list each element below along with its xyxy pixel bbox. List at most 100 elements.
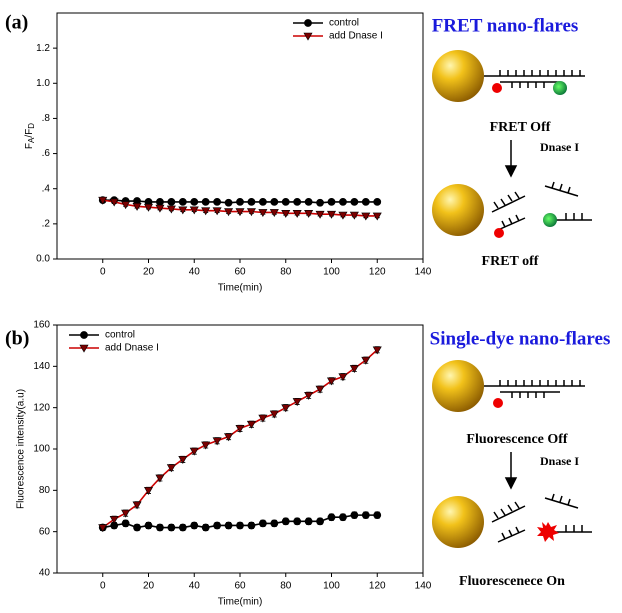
y-tick-label: 1.2: [36, 43, 50, 54]
marker: [339, 197, 347, 206]
marker: [189, 206, 199, 215]
x-tick-label: 40: [189, 267, 201, 278]
marker: [372, 212, 382, 221]
panel-label: (b): [5, 328, 29, 350]
x-tick-label: 140: [415, 581, 432, 592]
marker: [213, 521, 222, 530]
legend-label: add Dnase I: [105, 343, 159, 354]
x-tick-label: 100: [323, 581, 340, 592]
scheme-b: [432, 360, 592, 548]
marker: [236, 521, 244, 530]
marker: [178, 456, 188, 464]
x-tick-label: 0: [100, 581, 106, 592]
state-label: FRET Off: [490, 120, 551, 135]
y-axis-label: Fluorescence intensity(a.u): [16, 389, 27, 509]
x-tick-label: 60: [234, 267, 246, 278]
x-tick-label: 140: [415, 267, 432, 278]
marker: [167, 523, 176, 532]
enzyme-label: Dnase I: [540, 140, 579, 154]
marker: [269, 209, 279, 218]
x-axis-label: Time(min): [218, 597, 263, 608]
y-axis-label: FA/FD: [24, 123, 36, 149]
marker: [235, 425, 245, 433]
legend-label: add Dnase I: [329, 31, 383, 42]
legend-label: control: [329, 18, 359, 29]
y-tick-label: 0.0: [36, 254, 50, 265]
marker: [98, 196, 108, 205]
marker: [247, 197, 256, 206]
marker: [80, 331, 88, 339]
marker: [121, 509, 131, 518]
marker: [361, 212, 371, 221]
marker: [316, 517, 324, 526]
marker: [201, 441, 211, 450]
marker: [246, 420, 256, 429]
x-tick-label: 0: [100, 267, 106, 278]
scheme-title: FRET nano-flares: [432, 15, 579, 36]
y-tick-label: 40: [39, 568, 51, 579]
plot-frame: [56, 12, 424, 260]
y-tick-label: 140: [33, 361, 50, 372]
x-tick-label: 20: [143, 581, 155, 592]
y-tick-label: .2: [42, 218, 51, 229]
marker: [373, 511, 382, 520]
marker: [304, 391, 314, 400]
marker: [361, 197, 370, 206]
x-tick-label: 100: [323, 267, 340, 278]
marker: [258, 414, 268, 423]
enzyme-label: Dnase I: [540, 454, 579, 468]
marker: [372, 346, 382, 355]
marker: [350, 511, 359, 520]
marker: [327, 513, 336, 522]
x-tick-label: 120: [369, 581, 386, 592]
marker: [156, 197, 164, 206]
y-tick-label: .4: [42, 183, 51, 194]
scheme-a: [432, 50, 592, 238]
marker: [247, 521, 256, 530]
marker: [281, 404, 291, 413]
marker: [224, 521, 233, 530]
marker: [212, 207, 222, 216]
marker: [338, 211, 348, 220]
marker: [201, 523, 210, 532]
marker: [315, 385, 325, 394]
marker: [326, 377, 337, 386]
marker: [178, 523, 187, 532]
marker: [258, 209, 268, 218]
x-tick-label: 60: [234, 581, 246, 592]
marker: [327, 197, 336, 206]
y-tick-label: 60: [39, 526, 51, 537]
marker: [373, 197, 382, 206]
marker: [236, 197, 244, 206]
y-tick-label: 120: [33, 402, 50, 413]
x-tick-label: 120: [369, 267, 386, 278]
marker: [178, 197, 187, 206]
marker: [293, 197, 302, 206]
y-tick-label: .6: [42, 148, 51, 159]
marker: [304, 19, 312, 27]
marker: [258, 519, 267, 528]
marker: [190, 197, 199, 206]
y-tick-label: 1.0: [36, 78, 50, 89]
marker: [339, 513, 347, 522]
marker: [133, 523, 141, 532]
marker: [316, 198, 324, 207]
y-axis-label-part: D: [27, 123, 36, 129]
x-tick-label: 80: [280, 581, 292, 592]
marker: [109, 198, 119, 207]
marker: [350, 197, 359, 206]
marker: [281, 197, 290, 206]
y-tick-label: .8: [42, 113, 51, 124]
marker: [212, 437, 222, 446]
y-tick-label: 80: [39, 485, 51, 496]
panel-label: (a): [5, 12, 28, 34]
marker: [303, 32, 313, 41]
marker: [109, 515, 119, 524]
y-tick-label: 160: [33, 320, 50, 331]
marker: [258, 197, 267, 206]
y-axis-label-part: A: [27, 137, 36, 143]
marker: [224, 198, 233, 207]
marker: [326, 210, 337, 219]
marker: [155, 204, 165, 213]
marker: [213, 197, 222, 206]
